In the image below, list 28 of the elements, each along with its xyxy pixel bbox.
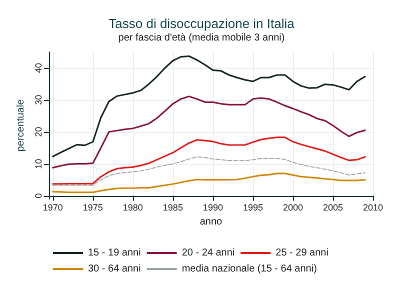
x-tick-label: 1980: [122, 202, 143, 212]
y-tick-label: 10: [33, 158, 44, 169]
line-series: [52, 55, 366, 158]
y-tick-label: 40: [33, 62, 44, 73]
line-series: [52, 136, 366, 185]
x-tick-label: 2010: [362, 202, 384, 212]
line-series: [52, 156, 366, 186]
x-tick-label: 1990: [202, 202, 223, 212]
chart-subtitle: per fascia d'età (media mobile 3 anni): [118, 32, 285, 44]
y-tick-label: 30: [33, 94, 44, 105]
x-tick-label: 1970: [42, 202, 63, 212]
x-tick-label: 1995: [242, 202, 263, 212]
line-series: [52, 96, 366, 168]
x-tick-label: 1975: [82, 202, 103, 212]
legend-label: 25 - 29 anni: [276, 248, 328, 258]
legend-label: media nazionale (15 - 64 anni): [182, 264, 317, 274]
x-axis-title: anno: [200, 216, 223, 228]
x-tick-label: 2005: [322, 202, 344, 212]
x-tick-label: 2000: [282, 202, 303, 212]
y-axis-title: percentuale: [16, 98, 26, 152]
legend-label: 20 - 24 anni: [182, 248, 235, 258]
y-tick-label: 0: [33, 193, 44, 198]
legend-label: 30 - 64 anni: [88, 264, 141, 274]
y-tick-label: 20: [33, 126, 44, 137]
legend-label: 15 - 19 anni: [88, 248, 141, 258]
line-series: [52, 172, 366, 194]
chart-title: Tasso di disoccupazione in Italia: [108, 16, 296, 31]
x-tick-label: 1985: [162, 202, 183, 212]
